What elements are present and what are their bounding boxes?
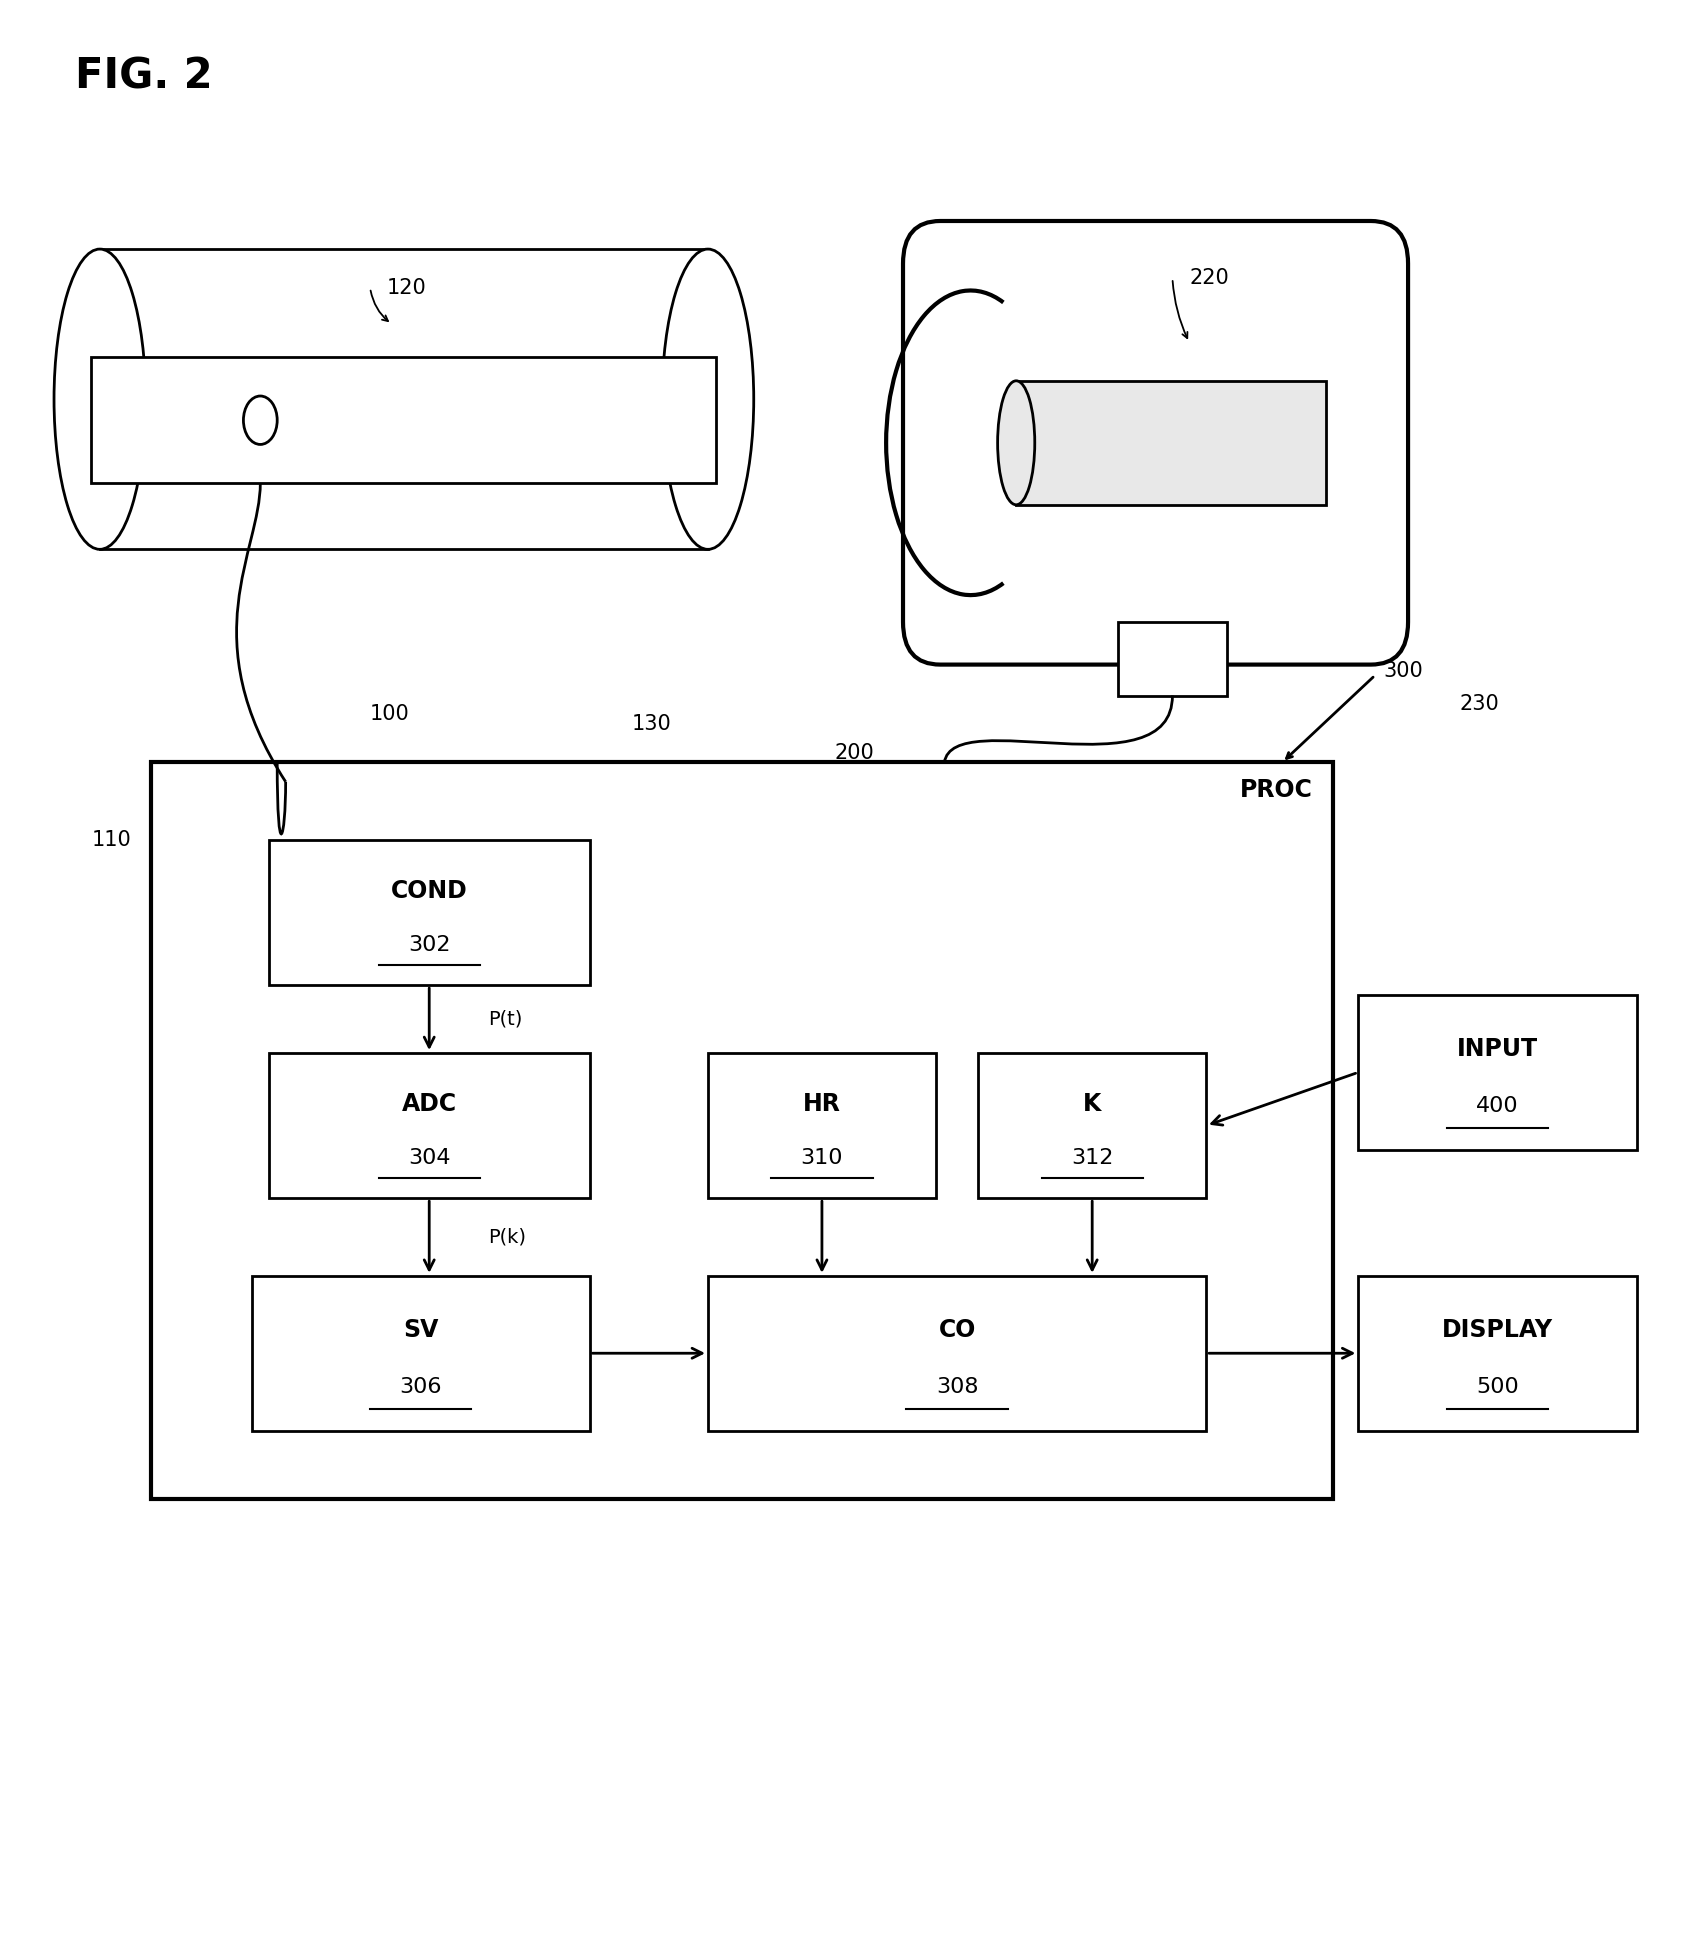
Text: 308: 308 bbox=[937, 1377, 978, 1397]
Text: 200: 200 bbox=[834, 743, 874, 763]
Ellipse shape bbox=[244, 396, 278, 445]
FancyBboxPatch shape bbox=[903, 220, 1408, 665]
Text: 304: 304 bbox=[409, 1147, 451, 1167]
Text: 220: 220 bbox=[1189, 267, 1230, 289]
Text: CO: CO bbox=[938, 1319, 976, 1342]
Bar bbox=[252, 1276, 589, 1430]
Text: 110: 110 bbox=[92, 829, 131, 851]
Text: 500: 500 bbox=[1477, 1377, 1519, 1397]
Bar bbox=[269, 839, 589, 985]
Ellipse shape bbox=[662, 250, 754, 550]
Bar bbox=[1117, 622, 1228, 697]
Ellipse shape bbox=[998, 380, 1035, 505]
Bar bbox=[1359, 1276, 1637, 1430]
Text: DISPLAY: DISPLAY bbox=[1442, 1319, 1553, 1342]
Text: SV: SV bbox=[404, 1319, 438, 1342]
Text: 302: 302 bbox=[409, 935, 451, 954]
Bar bbox=[1359, 995, 1637, 1149]
Text: ADC: ADC bbox=[402, 1093, 456, 1116]
Text: PROC: PROC bbox=[1240, 778, 1313, 802]
Bar bbox=[978, 1054, 1206, 1198]
Bar bbox=[269, 1054, 589, 1198]
Bar bbox=[1017, 380, 1327, 505]
Text: 230: 230 bbox=[1459, 695, 1499, 714]
Bar bbox=[708, 1276, 1206, 1430]
Bar bbox=[92, 357, 717, 484]
Text: P(k): P(k) bbox=[489, 1227, 526, 1247]
Text: 120: 120 bbox=[387, 277, 427, 299]
Text: FIG. 2: FIG. 2 bbox=[75, 55, 213, 98]
Bar bbox=[150, 763, 1333, 1498]
Text: 306: 306 bbox=[400, 1377, 443, 1397]
Text: 100: 100 bbox=[370, 704, 410, 724]
Text: 312: 312 bbox=[1071, 1147, 1114, 1167]
Text: K: K bbox=[1083, 1093, 1102, 1116]
Text: COND: COND bbox=[392, 878, 468, 903]
Text: P(t): P(t) bbox=[489, 1009, 523, 1028]
Bar bbox=[100, 250, 708, 550]
Text: 310: 310 bbox=[800, 1147, 843, 1167]
Text: INPUT: INPUT bbox=[1458, 1038, 1538, 1061]
Text: 400: 400 bbox=[1477, 1096, 1519, 1116]
Text: 300: 300 bbox=[1383, 661, 1424, 681]
Text: HR: HR bbox=[804, 1093, 841, 1116]
Ellipse shape bbox=[54, 250, 146, 550]
Text: 130: 130 bbox=[632, 714, 671, 734]
Bar bbox=[708, 1054, 937, 1198]
